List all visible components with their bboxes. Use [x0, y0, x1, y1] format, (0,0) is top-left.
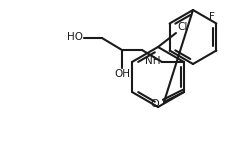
Text: F: F	[209, 12, 214, 21]
Text: OH: OH	[114, 69, 130, 79]
Text: Cl: Cl	[177, 22, 187, 32]
Text: NH: NH	[145, 56, 161, 66]
Text: HO: HO	[67, 32, 83, 42]
Text: O: O	[150, 99, 159, 109]
